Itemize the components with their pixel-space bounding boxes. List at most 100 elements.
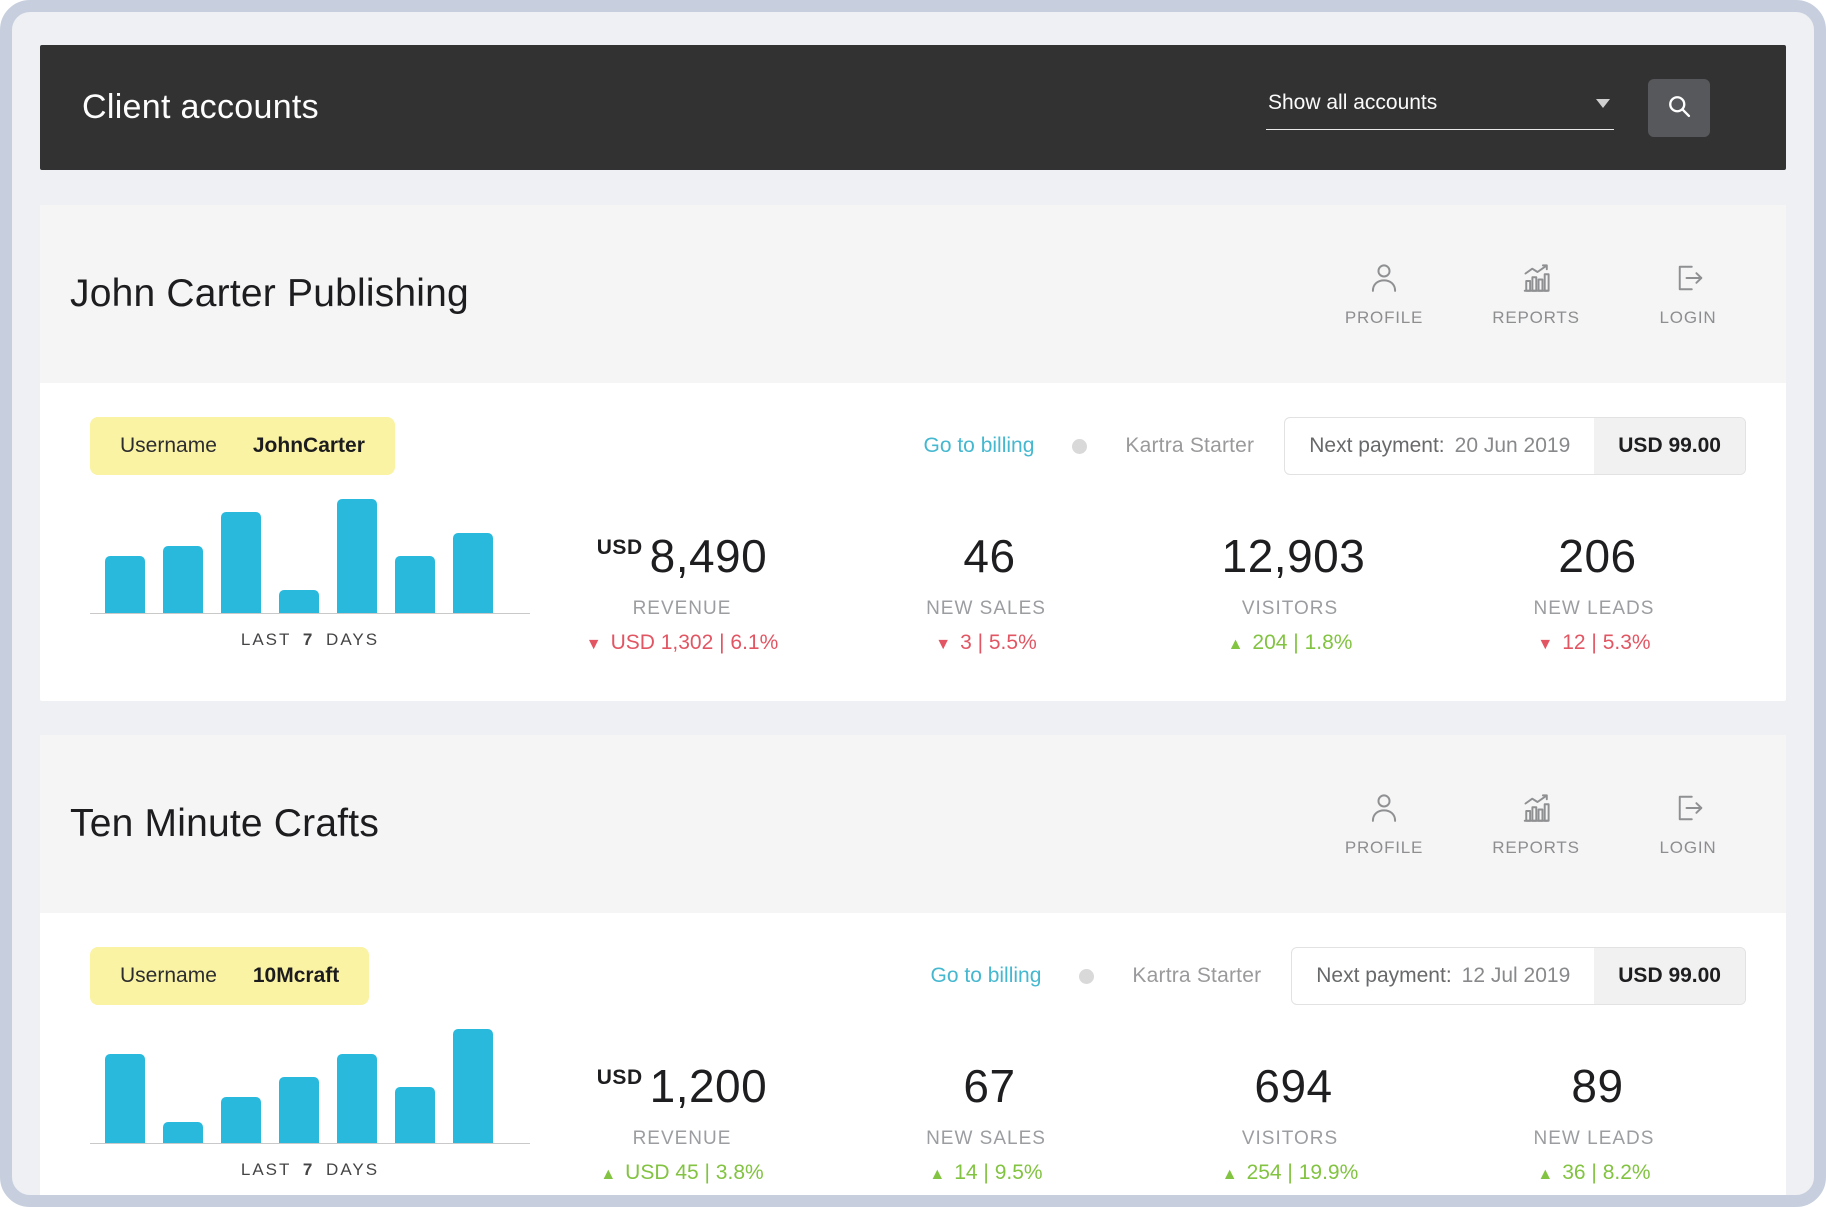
metric-number: 12,903 xyxy=(1221,530,1366,582)
chart-caption-suffix: DAYS xyxy=(326,1160,380,1179)
chart-bar xyxy=(453,533,493,613)
chart-bar xyxy=(337,1054,377,1143)
bar-chart xyxy=(90,1029,530,1144)
metric-visitors: 12,903 VISITORS ▲ 204 | 1.8% xyxy=(1138,529,1442,655)
go-to-billing-link[interactable]: Go to billing xyxy=(923,434,1035,457)
account-card-header: Ten Minute Crafts PROFILE xyxy=(40,735,1786,913)
reports-button-label: REPORTS xyxy=(1492,308,1580,327)
login-button-label: LOGIN xyxy=(1659,838,1717,857)
account-filter-value: Show all accounts xyxy=(1268,91,1438,114)
metric-delta: ▲ 254 | 19.9% xyxy=(1138,1161,1442,1185)
chart-caption: LAST 7 DAYS xyxy=(90,1160,530,1180)
next-payment-date: 12 Jul 2019 xyxy=(1461,964,1571,987)
metric-new-leads: 206 NEW LEADS ▼ 12 | 5.3% xyxy=(1442,529,1746,655)
metric-revenue: USD 1,200 REVENUE ▲ USD 45 | 3.8% xyxy=(530,1059,834,1185)
delta-text: 3 | 5.5% xyxy=(960,631,1037,654)
next-payment-date: 20 Jun 2019 xyxy=(1454,434,1571,457)
delta-arrow-icon: ▼ xyxy=(585,636,602,653)
metric-label: NEW SALES xyxy=(926,598,1046,619)
metric-visitors: 694 VISITORS ▲ 254 | 19.9% xyxy=(1138,1059,1442,1185)
login-button-label: LOGIN xyxy=(1659,308,1717,327)
chart-caption: LAST 7 DAYS xyxy=(90,630,530,650)
delta-arrow-icon: ▼ xyxy=(1537,636,1554,653)
account-summary-row: Username 10Mcraft Go to billing Kartra S… xyxy=(90,947,1746,1005)
account-card: John Carter Publishing PROFILE xyxy=(40,205,1786,701)
bar-chart xyxy=(90,499,530,614)
delta-text: 204 | 1.8% xyxy=(1252,631,1353,654)
metric-delta: ▲ 204 | 1.8% xyxy=(1138,631,1442,655)
chart-caption-suffix: DAYS xyxy=(326,630,380,649)
reports-button[interactable]: REPORTS xyxy=(1484,260,1588,328)
metric-value: USD 1,200 xyxy=(530,1059,834,1113)
login-icon xyxy=(1670,260,1706,299)
account-stats-row: LAST 7 DAYS USD 8,490 REVENUE ▼ USD 1,302 … xyxy=(90,499,1746,655)
next-payment-box: Next payment: 20 Jun 2019 USD 99.00 xyxy=(1284,417,1746,475)
metric-delta: ▲ 36 | 8.2% xyxy=(1442,1161,1746,1185)
username-badge: Username 10Mcraft xyxy=(90,947,370,1005)
metric-number: 89 xyxy=(1571,1060,1624,1112)
last-7-days-chart: LAST 7 DAYS xyxy=(90,1029,530,1185)
account-card-list: John Carter Publishing PROFILE xyxy=(40,205,1786,1195)
next-payment-label: Next payment: xyxy=(1316,964,1452,987)
profile-button[interactable]: PROFILE xyxy=(1332,260,1436,328)
next-payment-label: Next payment: xyxy=(1309,434,1445,457)
reports-button[interactable]: REPORTS xyxy=(1484,790,1588,858)
chart-bar xyxy=(105,556,145,613)
login-button[interactable]: LOGIN xyxy=(1636,790,1740,858)
account-summary-row: Username JohnCarter Go to billing Kartra… xyxy=(90,417,1746,475)
delta-text: 12 | 5.3% xyxy=(1562,631,1651,654)
metric-value: 206 xyxy=(1442,529,1746,583)
metric-value: USD 8,490 xyxy=(530,529,834,583)
search-icon xyxy=(1665,92,1693,123)
login-icon xyxy=(1670,790,1706,829)
metric-currency: USD xyxy=(596,536,643,559)
chart-bar xyxy=(163,1122,203,1143)
separator-dot-icon xyxy=(1079,968,1095,984)
billing-cluster: Go to billing Kartra Starter Next paymen… xyxy=(931,947,1746,1005)
page-title: Client accounts xyxy=(82,88,319,126)
chart-caption-day-count: 7 xyxy=(302,1160,315,1179)
search-button[interactable] xyxy=(1648,78,1710,137)
chart-bar xyxy=(221,1097,261,1143)
username-label: Username xyxy=(120,434,217,457)
chart-bar xyxy=(279,1076,319,1143)
plan-name: Kartra Starter xyxy=(1125,434,1255,457)
next-payment-box: Next payment: 12 Jul 2019 USD 99.00 xyxy=(1291,947,1746,1005)
metric-label: VISITORS xyxy=(1241,598,1339,619)
metric-number: 67 xyxy=(963,1060,1016,1112)
metric-new-sales: 67 NEW SALES ▲ 14 | 9.5% xyxy=(834,1059,1138,1185)
profile-button-label: PROFILE xyxy=(1344,308,1424,327)
metric-new-sales: 46 NEW SALES ▼ 3 | 5.5% xyxy=(834,529,1138,655)
metric-value: 46 xyxy=(834,529,1138,583)
chart-caption-prefix: LAST xyxy=(240,630,292,649)
username-value: JohnCarter xyxy=(252,434,365,457)
go-to-billing-link[interactable]: Go to billing xyxy=(930,964,1042,987)
account-name: Ten Minute Crafts xyxy=(70,802,380,845)
chart-bar xyxy=(279,590,319,613)
account-card-header: John Carter Publishing PROFILE xyxy=(40,205,1786,383)
metric-delta: ▲ USD 45 | 3.8% xyxy=(530,1161,834,1185)
account-card-body: Username JohnCarter Go to billing Kartra… xyxy=(40,383,1786,701)
chart-bar xyxy=(105,1054,145,1143)
delta-text: USD 45 | 3.8% xyxy=(625,1161,764,1184)
metric-label: REVENUE xyxy=(632,1128,732,1149)
billing-cluster: Go to billing Kartra Starter Next paymen… xyxy=(923,417,1746,475)
profile-button[interactable]: PROFILE xyxy=(1332,790,1436,858)
next-payment-amount: USD 99.00 xyxy=(1594,948,1745,1004)
delta-arrow-icon: ▲ xyxy=(1227,636,1244,653)
username-badge: Username JohnCarter xyxy=(90,417,395,475)
next-payment-info: Next payment: 12 Jul 2019 xyxy=(1292,948,1594,1004)
login-button[interactable]: LOGIN xyxy=(1636,260,1740,328)
chevron-down-icon xyxy=(1596,98,1610,108)
metric-new-leads: 89 NEW LEADS ▲ 36 | 8.2% xyxy=(1442,1059,1746,1185)
delta-text: 36 | 8.2% xyxy=(1562,1161,1651,1184)
chart-caption-prefix: LAST xyxy=(240,1160,292,1179)
reports-button-label: REPORTS xyxy=(1492,838,1580,857)
last-7-days-chart: LAST 7 DAYS xyxy=(90,499,530,655)
delta-arrow-icon: ▲ xyxy=(600,1166,617,1183)
metric-label: NEW SALES xyxy=(926,1128,1046,1149)
account-filter-dropdown[interactable]: Show all accounts xyxy=(1266,85,1614,130)
metric-label: REVENUE xyxy=(632,598,732,619)
metric-number: 694 xyxy=(1254,1060,1333,1112)
